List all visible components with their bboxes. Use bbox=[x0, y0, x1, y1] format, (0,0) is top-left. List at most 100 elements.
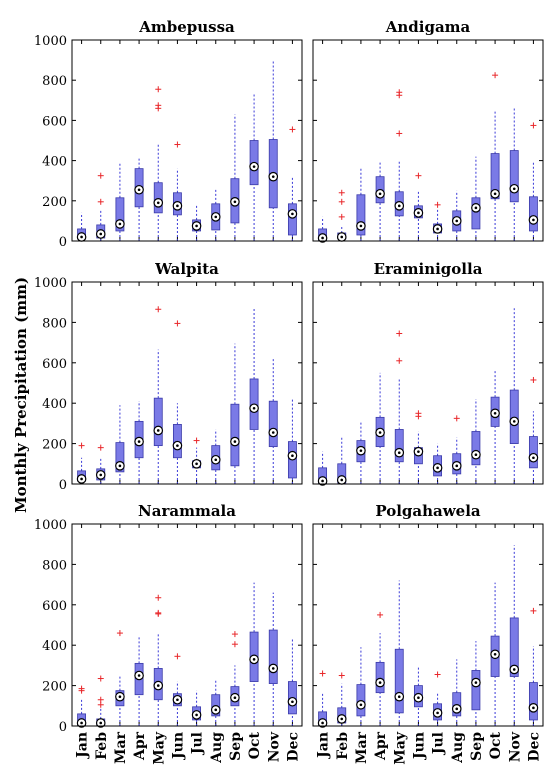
median-dot bbox=[359, 703, 363, 707]
outlier-marker bbox=[116, 630, 123, 637]
y-tick-label: 0 bbox=[59, 478, 67, 493]
x-tick-label: Jan bbox=[316, 732, 332, 760]
median-dot bbox=[474, 453, 478, 457]
x-tick-label: Apr bbox=[132, 731, 148, 761]
median-dot bbox=[493, 192, 497, 196]
x-tick-label: Mar bbox=[113, 731, 129, 764]
median-dot bbox=[512, 420, 516, 423]
outlier-marker bbox=[338, 189, 345, 196]
median-dot bbox=[80, 477, 83, 481]
y-tick-label: 1000 bbox=[34, 34, 67, 49]
x-tick-label: Sep bbox=[469, 732, 485, 761]
box-may bbox=[153, 594, 164, 726]
iqr-box bbox=[153, 397, 163, 447]
outlier-marker bbox=[396, 130, 403, 137]
outlier-marker bbox=[415, 410, 422, 417]
box-jun bbox=[413, 172, 424, 241]
box-dec bbox=[528, 607, 539, 726]
y-tick-label: 0 bbox=[59, 235, 67, 250]
box-jun bbox=[413, 410, 424, 484]
panel-4: Eraminigolla bbox=[312, 260, 544, 486]
panel-5: Narammala 0 200 400 600 800 1000 Jan Feb Mar Apr Ma… bbox=[34, 502, 303, 765]
box-apr bbox=[375, 611, 385, 726]
outlier-marker bbox=[174, 320, 181, 327]
box-feb bbox=[95, 675, 106, 728]
box-feb bbox=[95, 172, 106, 241]
box-jan bbox=[76, 442, 87, 484]
iqr-box bbox=[115, 197, 125, 232]
median-dot bbox=[195, 713, 198, 717]
median-dot bbox=[252, 658, 256, 661]
median-dot bbox=[397, 204, 401, 208]
median-dot bbox=[156, 684, 160, 687]
box-jul bbox=[191, 437, 202, 484]
median-dot bbox=[455, 464, 459, 468]
y-axis-label-container: Monthly Precipitation (mm) bbox=[6, 200, 36, 590]
iqr-box bbox=[375, 661, 385, 694]
box-aug bbox=[210, 680, 221, 726]
panel-3: Walpita 0 200 400 600 800 1000 bbox=[34, 260, 303, 493]
median-dot bbox=[118, 695, 122, 699]
outlier-marker bbox=[97, 675, 104, 682]
x-tick-label: Feb bbox=[94, 732, 110, 760]
box-sep bbox=[230, 114, 240, 241]
box-apr bbox=[134, 401, 144, 484]
box-dec bbox=[528, 376, 539, 484]
x-tick-label: Oct bbox=[488, 731, 504, 759]
panel-title: Polgahawela bbox=[375, 502, 481, 520]
y-tick-label: 200 bbox=[42, 680, 67, 695]
median-dot bbox=[532, 706, 535, 710]
median-dot bbox=[80, 721, 83, 725]
median-dot bbox=[137, 440, 141, 443]
y-tick-label: 800 bbox=[42, 74, 67, 89]
median-dot bbox=[291, 700, 294, 704]
box-nov bbox=[509, 308, 520, 484]
median-dot bbox=[80, 235, 83, 239]
x-tick-label: May bbox=[392, 731, 408, 765]
median-dot bbox=[493, 412, 497, 415]
y-tick-label: 200 bbox=[42, 438, 67, 453]
box-jul bbox=[191, 690, 202, 726]
outlier-marker bbox=[453, 415, 460, 422]
box-sep bbox=[471, 399, 481, 484]
x-tick-label: Jul bbox=[431, 732, 447, 756]
box-dec bbox=[528, 122, 539, 241]
x-tick-label: Sep bbox=[228, 732, 244, 761]
plot-frame bbox=[312, 523, 544, 727]
box-mar bbox=[356, 421, 366, 484]
box-oct bbox=[490, 72, 500, 241]
outlier-marker bbox=[155, 594, 162, 601]
iqr-box bbox=[268, 629, 278, 684]
median-dot bbox=[252, 165, 256, 168]
x-tick-label: Dec bbox=[526, 732, 542, 762]
box-jun bbox=[413, 667, 424, 726]
box-jul bbox=[432, 671, 443, 726]
median-dot bbox=[99, 473, 103, 477]
iqr-box bbox=[490, 153, 500, 200]
x-tick-label: Aug bbox=[450, 732, 466, 764]
median-dot bbox=[176, 444, 179, 447]
median-dot bbox=[455, 219, 459, 223]
box-mar bbox=[115, 163, 125, 241]
median-dot bbox=[99, 721, 103, 725]
iqr-box bbox=[471, 197, 481, 230]
y-tick-label: 800 bbox=[42, 558, 67, 573]
median-dot bbox=[233, 696, 237, 700]
iqr-box bbox=[394, 648, 404, 714]
box-jan bbox=[317, 216, 328, 243]
median-dot bbox=[118, 222, 122, 226]
plot-frame bbox=[71, 281, 303, 485]
plot-frame bbox=[71, 523, 303, 727]
box-oct bbox=[249, 308, 259, 484]
box-sep bbox=[230, 631, 240, 726]
median-dot bbox=[436, 227, 439, 231]
outlier-marker bbox=[319, 670, 326, 677]
box-jun bbox=[172, 320, 183, 484]
median-dot bbox=[359, 449, 363, 452]
box-jan bbox=[76, 212, 87, 242]
iqr-box bbox=[268, 400, 278, 448]
y-tick-label: 1000 bbox=[34, 518, 67, 533]
box-aug bbox=[451, 190, 462, 241]
outlier-marker bbox=[434, 201, 441, 208]
median-dot bbox=[291, 454, 294, 458]
